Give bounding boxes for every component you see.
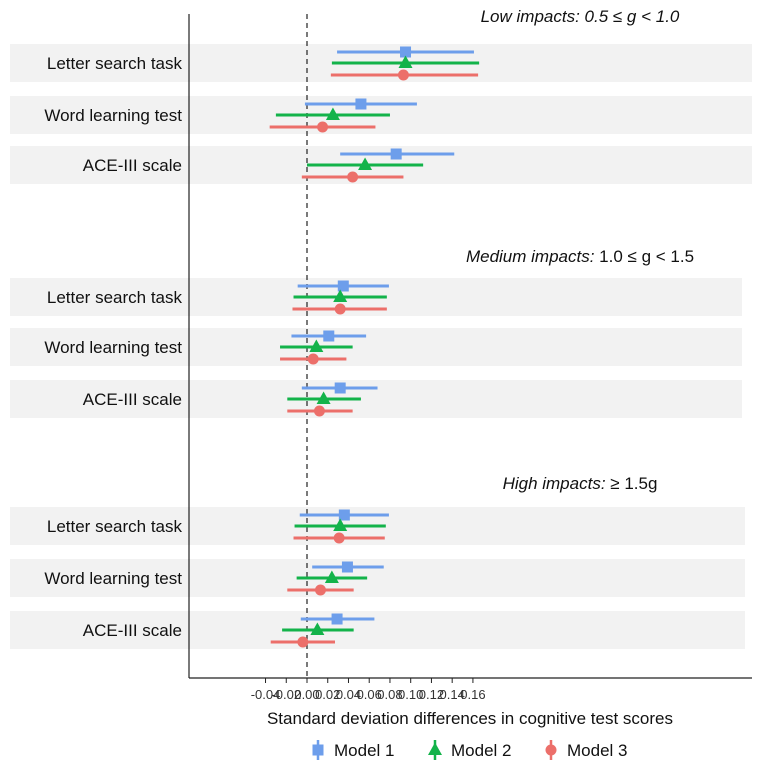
legend-triangle-icon	[428, 742, 442, 755]
x-tick-label: 0.10	[398, 687, 423, 702]
point-estimate	[314, 584, 326, 596]
point-estimate	[358, 157, 373, 170]
panel-title-rest: 1.0 ≤ g < 1.5	[594, 247, 694, 266]
x-tick-label: 0.04	[336, 687, 361, 702]
panel-titles: Low impacts: 0.5 ≤ g < 1.0 Medium impacts…	[466, 7, 694, 493]
estimate-marks	[269, 46, 480, 648]
point-estimate	[325, 107, 340, 120]
row-band	[10, 380, 742, 418]
point-estimate	[390, 148, 402, 160]
row-band	[10, 559, 745, 597]
panel-title-italic: Medium impacts:	[466, 247, 595, 266]
x-tick-label: 0.00	[294, 687, 319, 702]
point-estimate	[347, 171, 359, 183]
point-estimate	[334, 303, 346, 315]
x-tick-label: -0.02	[271, 687, 301, 702]
row-label: Letter search task	[47, 54, 183, 73]
panel-title: High impacts: ≥ 1.5g	[503, 474, 658, 493]
row-label: ACE-III scale	[83, 621, 182, 640]
panel-title: Medium impacts: 1.0 ≤ g < 1.5	[466, 247, 694, 266]
point-estimate	[309, 339, 324, 352]
x-tick-label: -0.04	[251, 687, 281, 702]
legend-circle-icon	[545, 744, 557, 756]
point-estimate	[333, 289, 348, 302]
point-estimate	[355, 98, 367, 110]
row-bands	[10, 44, 752, 649]
point-estimate	[323, 330, 335, 342]
row-band	[10, 611, 745, 649]
point-estimate	[313, 405, 325, 417]
legend-label: Model 3	[567, 741, 627, 760]
panel-title-rest: ≥ 1.5g	[606, 474, 658, 493]
point-estimate	[397, 69, 409, 81]
point-estimate	[297, 636, 309, 648]
row-band	[10, 328, 742, 366]
legend-square-icon	[312, 744, 324, 756]
point-estimate	[307, 353, 319, 365]
point-estimate	[337, 280, 349, 292]
point-estimate	[316, 391, 331, 404]
x-axis-title: Standard deviation differences in cognit…	[267, 709, 673, 728]
x-axis-ticks: -0.04-0.020.000.020.040.060.080.100.120.…	[251, 678, 486, 702]
row-label: Letter search task	[47, 517, 183, 536]
x-tick-label: 0.16	[460, 687, 485, 702]
point-estimate	[398, 55, 413, 68]
row-labels: Letter search task Word learning test ACE-…	[44, 54, 182, 640]
panel-title-italic: Low impacts: 0.5 ≤ g < 1.0	[481, 7, 680, 26]
x-tick-label: 0.02	[315, 687, 340, 702]
point-estimate	[310, 622, 325, 635]
point-estimate	[324, 570, 339, 583]
legend-label: Model 1	[334, 741, 394, 760]
panel-title: Low impacts: 0.5 ≤ g < 1.0	[481, 7, 680, 26]
row-label: ACE-III scale	[83, 156, 182, 175]
row-label: Word learning test	[44, 106, 182, 125]
x-tick-label: 0.14	[440, 687, 465, 702]
x-tick-label: 0.12	[419, 687, 444, 702]
point-estimate	[317, 121, 329, 133]
row-label: ACE-III scale	[83, 390, 182, 409]
row-label: Word learning test	[44, 338, 182, 357]
point-estimate	[338, 509, 350, 521]
point-estimate	[331, 613, 343, 625]
x-tick-label: 0.06	[357, 687, 382, 702]
legend-label: Model 2	[451, 741, 511, 760]
x-tick-label: 0.08	[377, 687, 402, 702]
row-label: Word learning test	[44, 569, 182, 588]
point-estimate	[333, 518, 348, 531]
point-estimate	[334, 382, 346, 394]
point-estimate	[341, 561, 353, 573]
row-label: Letter search task	[47, 288, 183, 307]
point-estimate	[400, 46, 412, 58]
point-estimate	[333, 532, 345, 544]
panel-title-italic: High impacts:	[503, 474, 606, 493]
legend: Model 1 Model 2 Model 3	[312, 740, 627, 760]
